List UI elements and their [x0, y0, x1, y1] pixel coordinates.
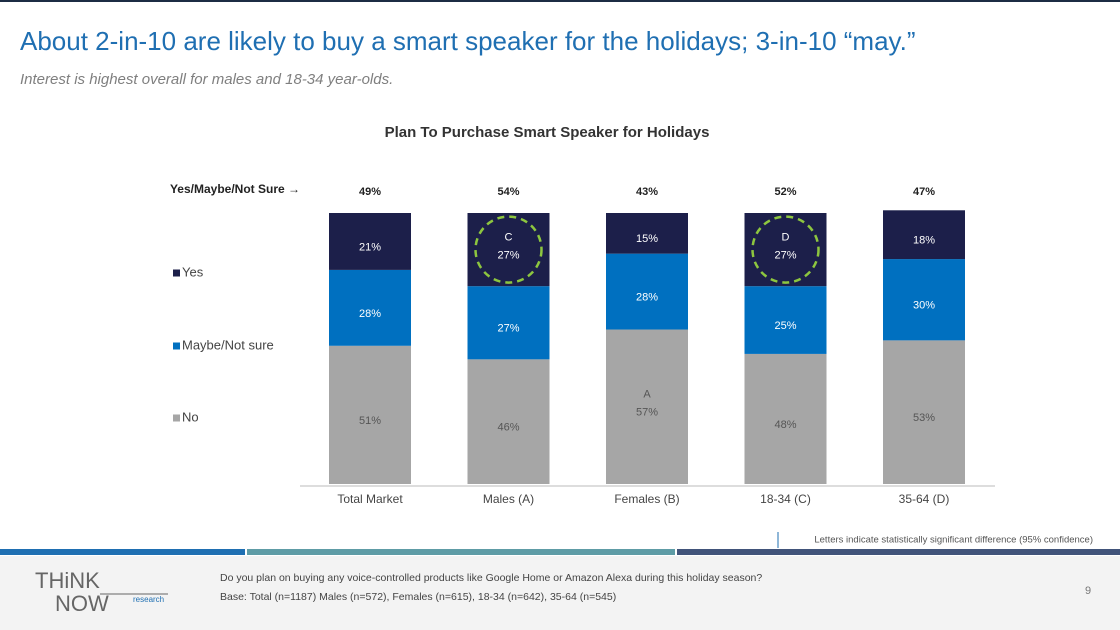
bar-segment [606, 253, 688, 330]
x-tick-label: 35-64 (D) [899, 492, 950, 506]
data-label: 25% [774, 320, 796, 332]
legend-label: Yes [182, 264, 204, 279]
bar-segment [329, 345, 411, 484]
logo-top: THiNK [35, 568, 100, 593]
data-label: 18% [913, 235, 935, 247]
data-label: 28% [359, 308, 381, 320]
data-label: 27% [497, 249, 519, 261]
data-label: 57% [636, 407, 658, 419]
data-label: 28% [636, 291, 658, 303]
top-border [0, 0, 1120, 2]
bar-segment [467, 286, 550, 360]
data-label: 27% [774, 249, 796, 261]
stripe [247, 549, 675, 555]
bar-segment [744, 353, 827, 484]
footer-background [0, 556, 1120, 630]
significance-circle [751, 215, 820, 284]
footnote: Letters indicate statistically significa… [814, 535, 1093, 546]
data-label: 53% [913, 412, 935, 424]
bar-segment [606, 329, 688, 484]
slide-title: About 2-in-10 are likely to buy a smart … [20, 26, 915, 56]
bar-segment [883, 340, 965, 484]
data-label: 27% [497, 323, 519, 335]
bar-segment [883, 210, 965, 260]
x-tick-label: 18-34 (C) [760, 492, 811, 506]
total-label: 43% [636, 186, 658, 198]
chart-title: Plan To Purchase Smart Speaker for Holid… [385, 124, 710, 141]
total-label: 47% [913, 186, 935, 198]
x-tick-label: Males (A) [483, 492, 534, 506]
footer-base: Base: Total (n=1187) Males (n=572), Fema… [220, 591, 616, 603]
slide-subtitle: Interest is highest overall for males an… [20, 71, 393, 88]
bar-segment [329, 269, 411, 346]
x-tick-label: Females (B) [614, 492, 679, 506]
totals-label: Yes/Maybe/Not Sure → [170, 182, 300, 196]
stripe [677, 549, 1120, 555]
significance-letter: A [643, 389, 651, 401]
data-label: 15% [636, 233, 658, 245]
bar-segment [744, 213, 827, 287]
footer-question: Do you plan on buying any voice-controll… [220, 572, 762, 584]
bar-segment [467, 359, 550, 484]
x-tick-label: Total Market [337, 492, 403, 506]
total-label: 54% [497, 186, 519, 198]
logo-bottom: NOW [55, 591, 109, 616]
bar-segment [467, 213, 550, 287]
legend-swatch [173, 414, 180, 422]
legend-swatch [173, 269, 180, 277]
legend-label: No [182, 409, 199, 424]
logo-sub: research [133, 595, 164, 604]
legend-label: Maybe/Not sure [182, 337, 274, 352]
significance-letter: D [782, 231, 790, 243]
bar-segment [329, 213, 411, 270]
total-label: 52% [774, 186, 796, 198]
data-label: 21% [359, 241, 381, 253]
legend-swatch [173, 342, 180, 350]
data-label: 46% [497, 422, 519, 434]
data-label: 51% [359, 415, 381, 427]
bar-segment [744, 286, 827, 354]
data-label: 48% [774, 419, 796, 431]
total-label: 49% [359, 186, 381, 198]
bar-segment [883, 259, 965, 341]
page-number: 9 [1085, 585, 1091, 597]
data-label: 30% [913, 300, 935, 312]
significance-letter: C [505, 231, 513, 243]
bar-segment [606, 213, 688, 254]
stripe [0, 549, 245, 555]
significance-circle [474, 215, 543, 284]
